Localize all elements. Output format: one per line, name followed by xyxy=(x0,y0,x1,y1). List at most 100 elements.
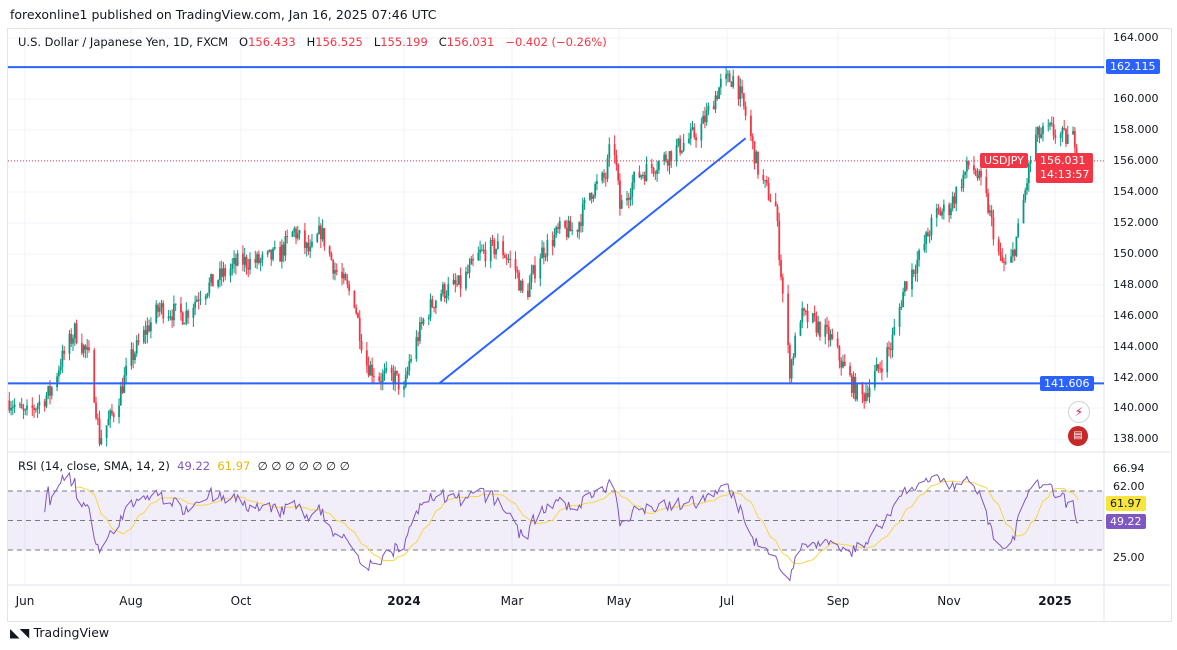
candle-body xyxy=(247,267,250,270)
time-axis-label: Oct xyxy=(230,594,252,608)
candle-body xyxy=(429,299,432,318)
close-label: C xyxy=(438,35,447,49)
candle-body xyxy=(914,272,917,274)
candle-body xyxy=(208,282,211,294)
price-axis-label: 160.000 xyxy=(1113,92,1159,105)
candle-body xyxy=(516,270,519,273)
candle-body xyxy=(19,404,21,406)
candle-body xyxy=(50,387,53,396)
candle-body xyxy=(707,105,710,111)
candle-body xyxy=(482,249,485,251)
candle-body xyxy=(341,271,343,279)
time-axis-label: Aug xyxy=(119,594,143,608)
candle-body xyxy=(217,280,220,287)
candle-body xyxy=(875,364,878,372)
candle-body xyxy=(20,404,23,409)
candle-body xyxy=(978,170,981,179)
candle-body xyxy=(344,274,347,281)
candle-body xyxy=(923,243,926,251)
candle-body xyxy=(245,256,248,268)
candle-body xyxy=(495,248,497,255)
candle-body xyxy=(358,317,361,341)
events-icon[interactable]: ⚡ xyxy=(1068,401,1090,423)
candle-body xyxy=(318,225,320,235)
candle-body xyxy=(410,359,412,362)
close-value: 156.031 xyxy=(446,35,495,49)
candle-body xyxy=(811,313,814,323)
candle-body xyxy=(987,193,989,213)
candle-body xyxy=(1066,134,1069,144)
candle-body xyxy=(105,425,108,439)
candle-body xyxy=(764,180,766,182)
candle-body xyxy=(865,392,867,402)
candle-body xyxy=(999,251,1002,256)
candle-body xyxy=(942,204,945,212)
candle-body xyxy=(902,291,905,307)
candle-body xyxy=(904,281,906,292)
candle-body xyxy=(342,274,345,279)
candle-body xyxy=(43,401,46,407)
candle-body xyxy=(838,346,841,361)
candle-body xyxy=(307,242,310,252)
candle-body xyxy=(856,384,859,400)
candle-body xyxy=(68,333,71,354)
candle-body xyxy=(13,404,16,408)
candle-body xyxy=(396,370,398,374)
candle-body xyxy=(31,405,34,408)
candle-body xyxy=(392,372,395,384)
candle-body xyxy=(730,81,733,87)
candle-body xyxy=(348,284,351,291)
candle-body xyxy=(1017,223,1020,237)
candle-body xyxy=(334,269,336,274)
candle-body xyxy=(900,306,903,308)
candle-body xyxy=(404,375,407,387)
candle-body xyxy=(95,402,97,419)
resistance-tag: 162.115 xyxy=(1106,59,1160,74)
candle-body xyxy=(406,370,409,376)
price-axis-label: 156.000 xyxy=(1113,154,1159,167)
candle-body xyxy=(551,240,554,247)
candle-body xyxy=(272,248,274,260)
tradingview-logo[interactable]: ◣◥ TradingView xyxy=(10,625,109,640)
candle-body xyxy=(109,410,112,420)
candle-body xyxy=(750,115,752,137)
candle-body xyxy=(144,329,147,335)
candle-body xyxy=(422,319,425,324)
candle-body xyxy=(941,211,943,216)
candle-body xyxy=(84,345,87,350)
candle-body xyxy=(236,253,239,266)
time-axis-label: May xyxy=(606,594,632,608)
candle-body xyxy=(757,151,759,175)
candle-body xyxy=(596,181,598,184)
candle-body xyxy=(787,293,789,346)
candle-body xyxy=(496,241,499,249)
candle-body xyxy=(61,350,64,368)
candle-body xyxy=(980,170,982,177)
candle-body xyxy=(296,233,299,239)
us-flag-icon[interactable]: ▤ xyxy=(1068,426,1088,446)
candle-body xyxy=(911,269,913,290)
low-label: L xyxy=(373,35,381,49)
candle-body xyxy=(590,192,593,199)
candle-body xyxy=(794,335,797,357)
candle-body xyxy=(555,227,558,235)
candle-body xyxy=(739,86,742,100)
candle-body xyxy=(222,268,225,277)
candle-body xyxy=(86,347,89,350)
candle-body xyxy=(951,196,954,209)
price-axis-label: 158.000 xyxy=(1113,123,1159,136)
candle-body xyxy=(879,368,882,370)
candle-body xyxy=(937,208,940,211)
candle-body xyxy=(417,337,420,342)
candle-body xyxy=(569,220,572,232)
time-axis-label: Jul xyxy=(719,594,735,608)
price-axis-label: 152.000 xyxy=(1113,216,1159,229)
candle-body xyxy=(130,349,133,366)
candle-body xyxy=(704,115,706,123)
candle-body xyxy=(330,253,333,261)
candle-body xyxy=(1011,249,1014,257)
candle-body xyxy=(1010,256,1013,263)
candle-body xyxy=(633,171,635,183)
candle-body xyxy=(905,281,908,290)
